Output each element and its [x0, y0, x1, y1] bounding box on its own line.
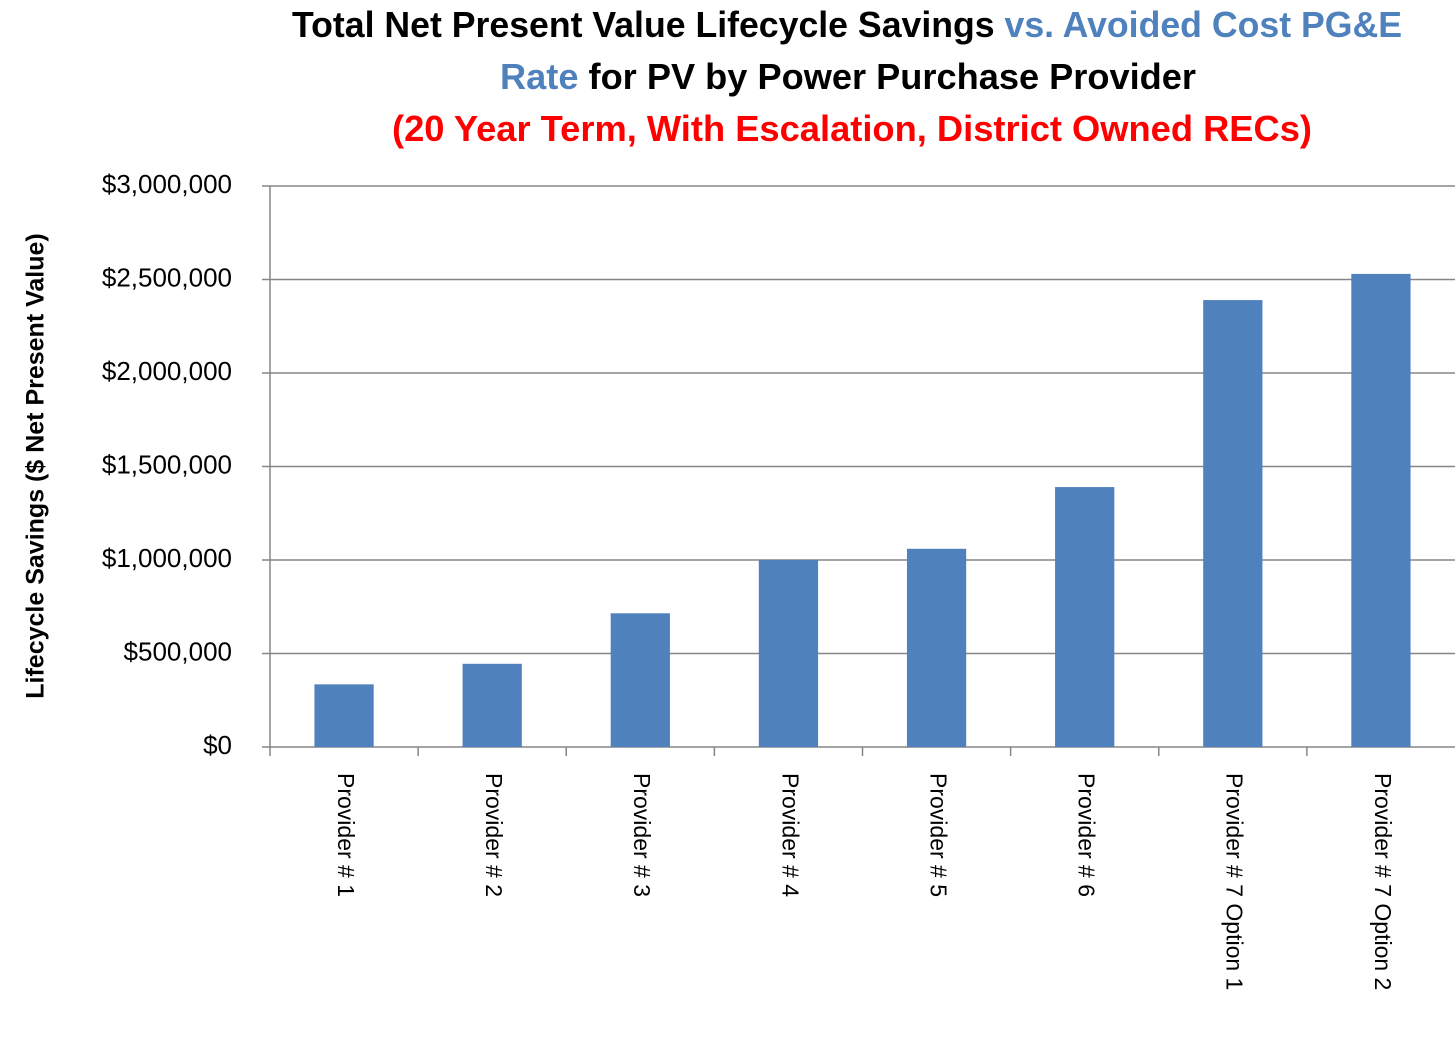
- bar: [1203, 300, 1263, 747]
- x-tick-label: Provider # 7 Option 2: [1370, 773, 1396, 990]
- chart-title: Total Net Present Value Lifecycle Saving…: [292, 4, 1402, 45]
- x-tick-label: Provider # 6: [1074, 773, 1100, 897]
- bar: [1351, 273, 1411, 747]
- y-tick-label: $1,000,000: [102, 543, 232, 573]
- y-tick-label: $3,000,000: [102, 169, 232, 199]
- y-tick-label: $2,000,000: [102, 356, 232, 386]
- y-axis-label: Lifecycle Savings ($ Net Present Value): [22, 233, 50, 698]
- title-segment: vs. Avoided Cost PG&E: [1005, 4, 1402, 45]
- bar: [462, 663, 522, 747]
- bar: [906, 548, 967, 747]
- title-segment: Total Net Present Value Lifecycle Saving…: [292, 4, 995, 45]
- x-tick-label: Provider # 2: [481, 773, 507, 897]
- bar: [758, 560, 819, 747]
- x-tick-label: Provider # 3: [629, 773, 655, 897]
- title-segment: Rate: [500, 56, 578, 97]
- title-segment: for PV by Power Purchase Provider: [589, 56, 1196, 97]
- bar: [1055, 487, 1115, 747]
- y-tick-label: $0: [203, 730, 232, 760]
- x-tick-label: Provider # 4: [777, 773, 803, 897]
- title-segment: (20 Year Term, With Escalation, District…: [392, 108, 1312, 149]
- x-tick-label: Provider # 7 Option 1: [1222, 773, 1248, 990]
- y-tick-label: $500,000: [124, 636, 232, 666]
- chart-title: Rate for PV by Power Purchase Provider: [500, 56, 1196, 97]
- x-tick-label: Provider # 5: [925, 773, 951, 897]
- y-tick-label: $1,500,000: [102, 449, 232, 479]
- chart-title: (20 Year Term, With Escalation, District…: [392, 108, 1312, 149]
- y-tick-label: $2,500,000: [102, 262, 232, 292]
- x-tick-label: Provider # 1: [333, 773, 359, 897]
- bar: [314, 684, 374, 747]
- bar: [610, 613, 670, 747]
